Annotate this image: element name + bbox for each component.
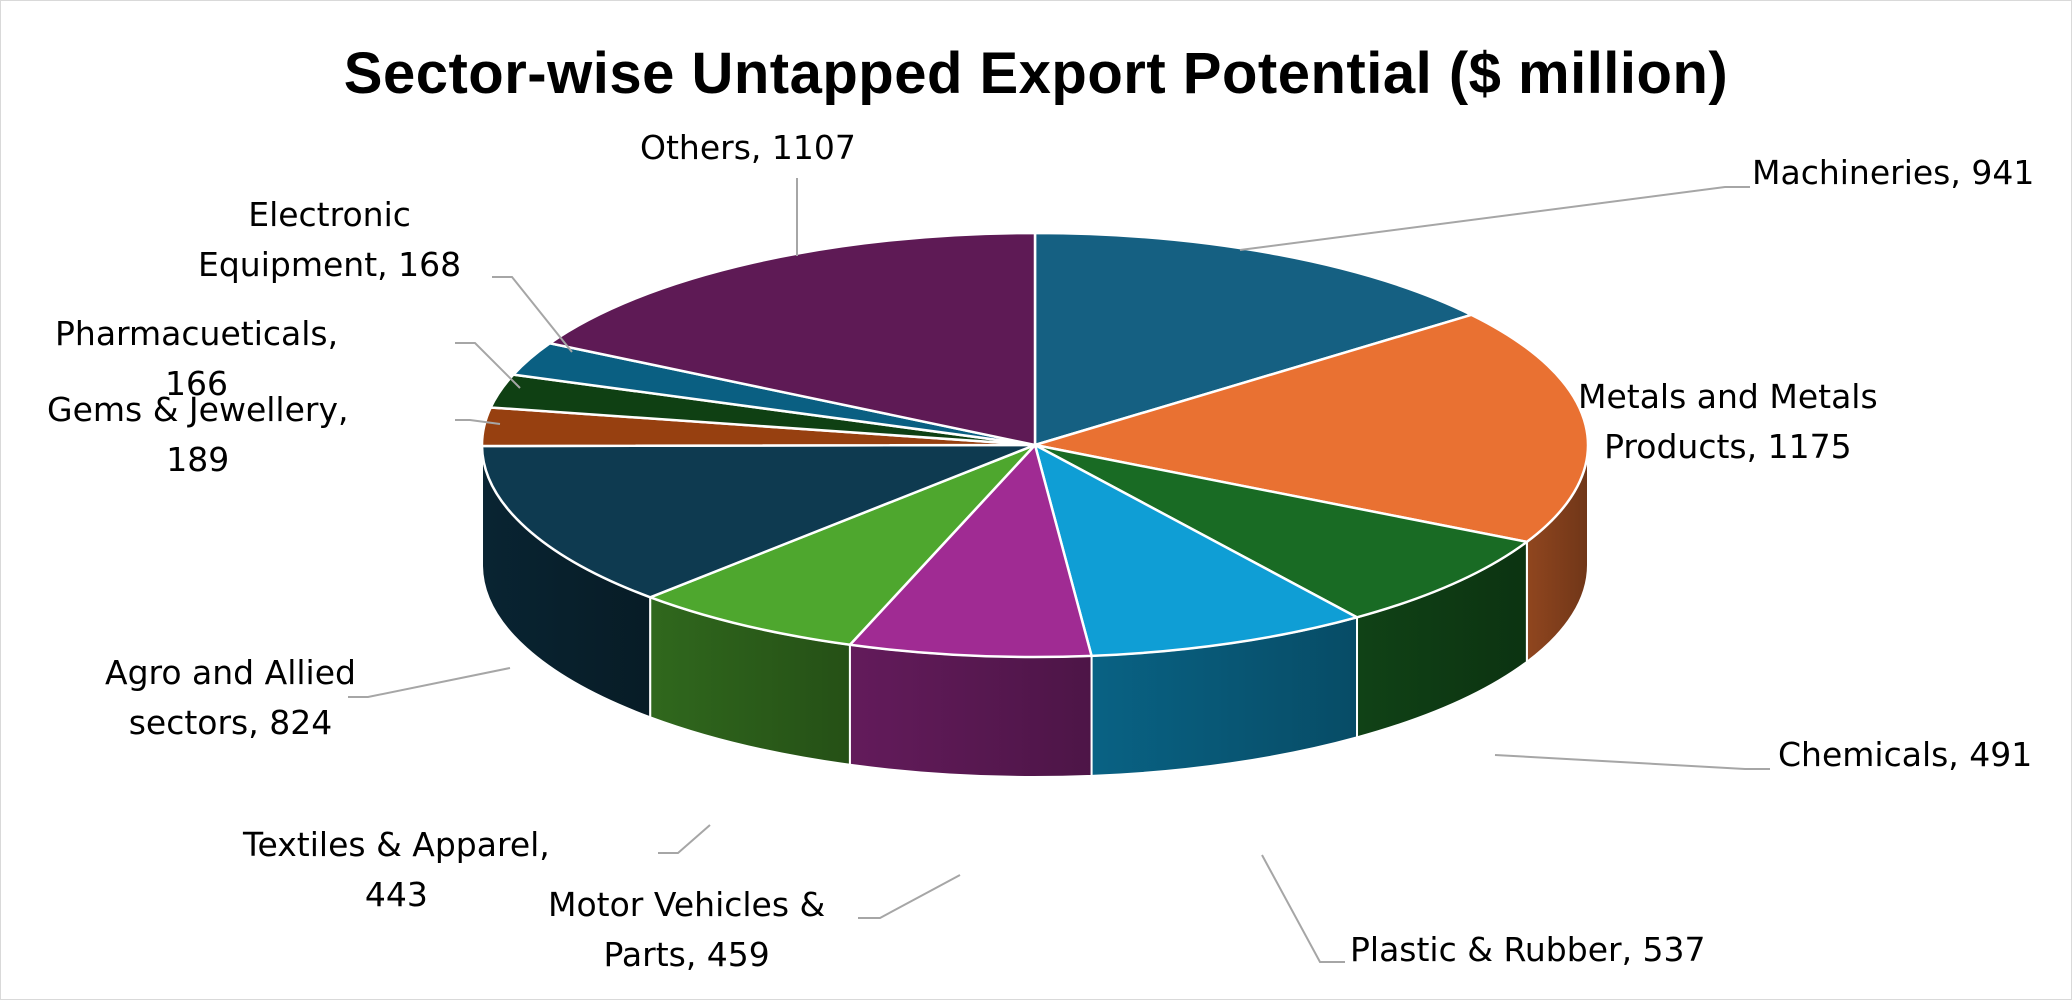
data-label-textiles: Textiles & Apparel, 443 bbox=[243, 820, 550, 920]
leader-line-agro bbox=[348, 667, 511, 698]
data-label-motor: Motor Vehicles & Parts, 459 bbox=[548, 880, 825, 980]
pie-side-walls bbox=[481, 444, 1589, 779]
pie-slice-metals bbox=[1033, 313, 1590, 544]
data-label-line: Equipment, 168 bbox=[198, 245, 462, 284]
data-label-pharma: Pharmacueticals, 166 bbox=[55, 309, 338, 409]
data-label-line: Textiles & Apparel, bbox=[243, 825, 550, 864]
leader-line-chemicals bbox=[1494, 754, 1770, 770]
data-label-metals: Metals and Metals Products, 1175 bbox=[1578, 372, 1878, 472]
data-label-line: Chemicals, 491 bbox=[1778, 735, 2033, 774]
data-label-agro: Agro and Allied sectors, 824 bbox=[105, 648, 356, 748]
data-label-line: Gems & Jewellery, bbox=[47, 390, 349, 429]
leader-lines bbox=[348, 178, 1770, 963]
pie-slice-plastic bbox=[1033, 443, 1359, 658]
data-label-line: Motor Vehicles & bbox=[548, 885, 826, 924]
leader-line-gems bbox=[455, 419, 501, 425]
data-label-line: sectors, 824 bbox=[128, 703, 333, 742]
data-label-line: 189 bbox=[166, 440, 230, 479]
chart-title: Sector-wise Untapped Export Potential ($… bbox=[343, 41, 1729, 106]
pie-slice-others bbox=[548, 231, 1037, 447]
pie-top-slices bbox=[480, 231, 1590, 659]
data-label-line: Machineries, 941 bbox=[1752, 153, 2035, 192]
leader-line-textiles bbox=[658, 824, 711, 854]
leader-line-machineries bbox=[1239, 186, 1750, 251]
data-label-line: Pharmacueticals, bbox=[55, 314, 339, 353]
pie-slice-agro bbox=[480, 443, 1037, 599]
data-label-chemicals: Chemicals, 491 bbox=[1778, 730, 2032, 780]
data-label-electronic: Electronic Equipment, 168 bbox=[198, 190, 461, 290]
data-label-line: Plastic & Rubber, 537 bbox=[1350, 930, 1706, 969]
data-label-line: 166 bbox=[165, 364, 229, 403]
leader-line-electronic bbox=[492, 276, 573, 353]
data-label-others: Others, 1107 bbox=[640, 123, 856, 173]
leader-line-pharma bbox=[455, 342, 521, 389]
pie-slice-chemicals bbox=[1033, 443, 1529, 619]
pie-wall-motor bbox=[848, 643, 1093, 779]
pie-slice-machineries bbox=[1033, 231, 1473, 447]
data-label-line: 443 bbox=[364, 875, 428, 914]
data-label-gems: Gems & Jewellery, 189 bbox=[47, 385, 348, 485]
data-label-plastic: Plastic & Rubber, 537 bbox=[1350, 925, 1706, 975]
data-label-line: Products, 1175 bbox=[1604, 427, 1852, 466]
data-label-machineries: Machineries, 941 bbox=[1752, 148, 2034, 198]
data-label-line: Others, 1107 bbox=[640, 128, 856, 167]
leader-line-plastic bbox=[1261, 854, 1345, 963]
pie-slice-motor bbox=[848, 443, 1093, 659]
data-label-line: Parts, 459 bbox=[603, 935, 770, 974]
data-label-line: Metals and Metals bbox=[1578, 377, 1878, 416]
leader-line-motor bbox=[858, 874, 961, 919]
data-label-line: Agro and Allied bbox=[105, 653, 356, 692]
pie-slice-textiles bbox=[649, 443, 1037, 647]
data-label-line: Electronic bbox=[248, 195, 411, 234]
